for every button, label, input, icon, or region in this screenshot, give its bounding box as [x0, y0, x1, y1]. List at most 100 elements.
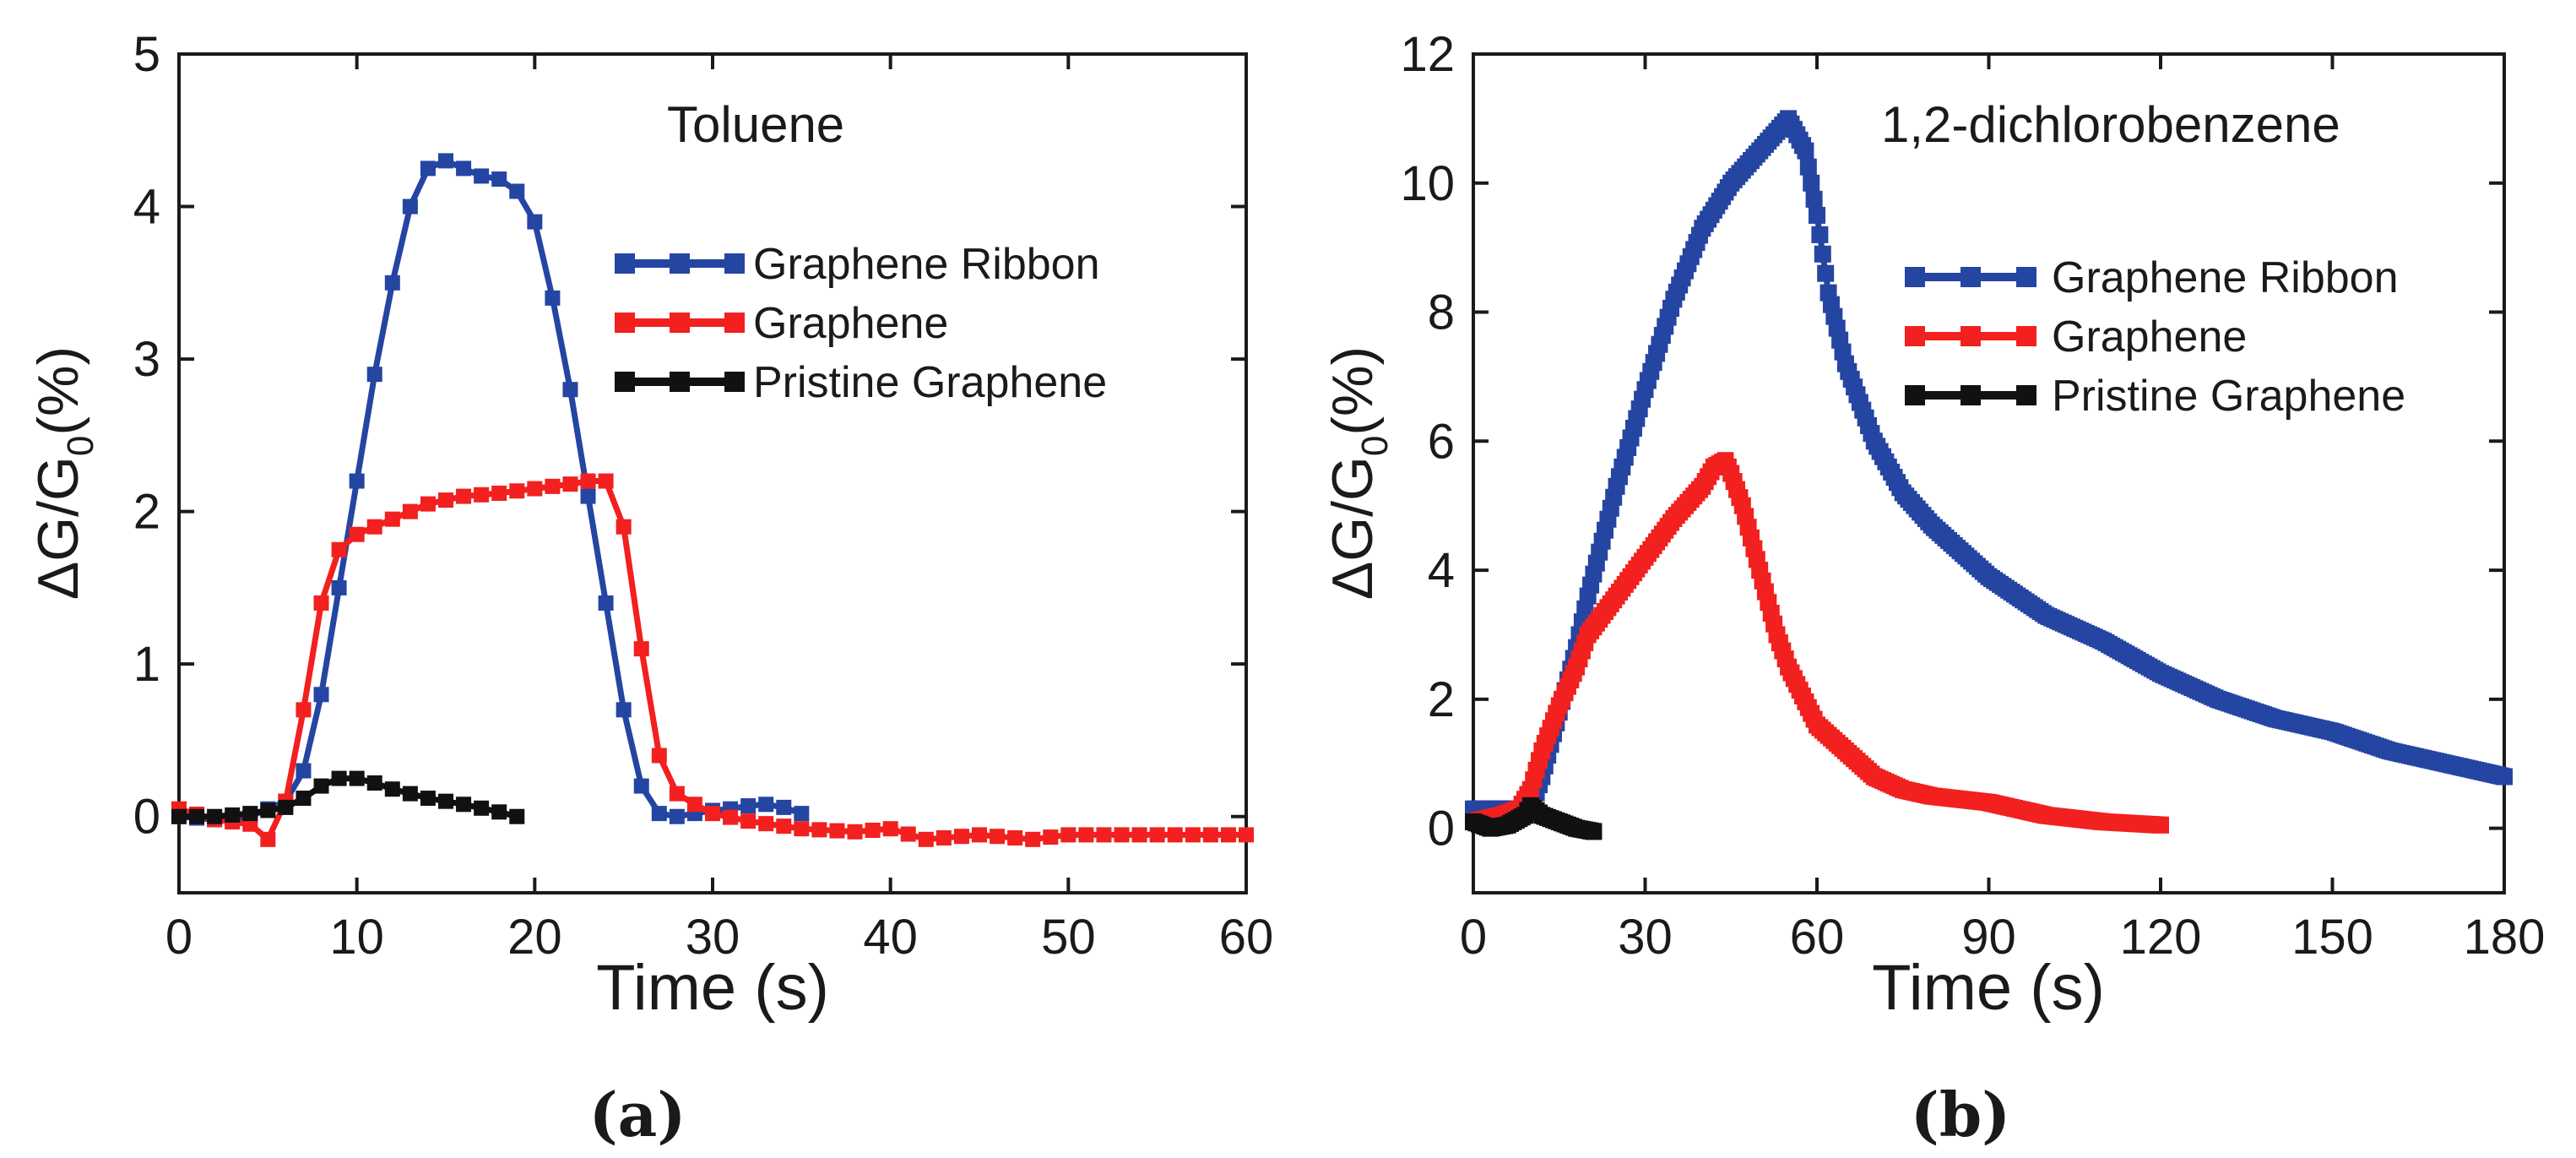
data-point	[260, 831, 276, 847]
legend-label: Graphene Ribbon	[2052, 253, 2399, 302]
data-point	[633, 778, 649, 794]
series-pristine-graphene	[1465, 796, 1603, 840]
legend-label: Pristine Graphene	[2052, 372, 2405, 421]
data-point	[686, 796, 702, 813]
y-tick-label: 1	[133, 637, 160, 692]
y-axis-label-suffix: (%)	[1321, 346, 1385, 436]
y-axis-label-suffix: (%)	[26, 346, 90, 436]
y-tick-label: 8	[1428, 285, 1455, 340]
data-point	[509, 183, 525, 199]
data-point	[1239, 827, 1254, 843]
legend-marker	[724, 253, 745, 274]
legend-marker	[1960, 385, 1981, 405]
x-tick-label: 60	[1790, 910, 1845, 965]
y-tick-label: 10	[1400, 156, 1455, 211]
legend-entry: Graphene	[1905, 313, 2247, 362]
y-axis-label: ΔG/G0(%)	[1321, 346, 1396, 600]
data-point	[474, 168, 490, 184]
data-point	[313, 687, 329, 703]
legend-marker	[1905, 326, 1925, 346]
data-point	[509, 483, 525, 499]
x-tick-label: 180	[2464, 910, 2546, 965]
series-graphene	[1465, 452, 2169, 834]
y-tick-label: 0	[133, 790, 160, 845]
data-point	[580, 488, 596, 504]
data-point	[669, 786, 685, 802]
data-point	[1114, 827, 1130, 843]
data-point	[349, 770, 365, 786]
data-point	[420, 791, 436, 807]
data-point	[1585, 823, 1603, 840]
plot-frame	[177, 52, 1248, 894]
series-graphene-ribbon	[171, 153, 810, 828]
data-point	[669, 808, 685, 824]
chart-title: Toluene	[667, 96, 844, 153]
data-point	[420, 496, 436, 512]
data-point	[972, 827, 987, 843]
panel-caption: (a)	[589, 1079, 686, 1150]
data-point	[225, 807, 241, 823]
y-axis-label: ΔG/G0(%)	[26, 346, 101, 600]
data-point	[509, 808, 525, 824]
legend-entry: Graphene Ribbon	[615, 240, 1100, 289]
data-point	[616, 702, 632, 718]
x-tick-label: 20	[507, 910, 562, 965]
data-point	[491, 485, 507, 501]
data-point	[527, 481, 543, 497]
data-point	[1805, 190, 1823, 208]
x-tick-label: 10	[329, 910, 384, 965]
legend-marker	[670, 372, 690, 392]
data-point	[900, 826, 916, 842]
data-point	[349, 473, 365, 489]
legend-marker	[2016, 267, 2036, 287]
x-tick-label: 90	[1961, 910, 2016, 965]
data-point	[1202, 827, 1218, 843]
data-point	[1809, 206, 1825, 224]
data-point	[402, 198, 418, 215]
data-point	[990, 829, 1006, 845]
data-point	[651, 806, 667, 822]
legend-marker	[1905, 385, 1925, 405]
legend-marker	[615, 313, 635, 333]
data-point	[527, 214, 543, 230]
legend-marker	[1905, 267, 1925, 287]
legend-entry: Graphene	[615, 299, 948, 348]
data-point	[918, 831, 934, 847]
data-point	[811, 822, 827, 838]
data-point	[882, 821, 898, 837]
data-point	[562, 476, 578, 492]
legend-entry: Pristine Graphene	[1905, 372, 2405, 421]
y-tick-label: 12	[1400, 27, 1455, 82]
legend-marker	[2016, 326, 2036, 346]
y-tick-label: 2	[133, 485, 160, 540]
data-point	[1817, 264, 1835, 282]
data-point	[935, 830, 952, 846]
data-point	[402, 503, 418, 519]
x-tick-label: 0	[165, 910, 193, 965]
data-point	[598, 595, 614, 611]
y-tick-label: 2	[1428, 672, 1455, 727]
data-point	[474, 487, 490, 503]
data-point	[847, 824, 863, 840]
data-point	[794, 806, 810, 822]
data-point	[1060, 827, 1076, 843]
data-point	[1007, 830, 1023, 846]
data-point	[331, 770, 347, 786]
legend-entry: Pristine Graphene	[615, 358, 1107, 407]
data-point	[171, 808, 187, 824]
data-point	[1025, 831, 1041, 847]
legend-entry: Graphene Ribbon	[1905, 253, 2399, 302]
data-point	[1149, 827, 1165, 843]
y-axis-label-subscript: 0	[1354, 436, 1396, 456]
data-point	[562, 382, 578, 398]
y-tick-label: 6	[1428, 414, 1455, 469]
data-point	[456, 488, 472, 504]
data-point	[278, 799, 294, 815]
series-graphene-ribbon	[1465, 110, 2513, 818]
x-tick-label: 150	[2291, 910, 2373, 965]
data-point	[349, 526, 365, 542]
x-tick-label: 120	[2120, 910, 2202, 965]
y-axis-label-main: ΔG/G	[1321, 456, 1385, 600]
